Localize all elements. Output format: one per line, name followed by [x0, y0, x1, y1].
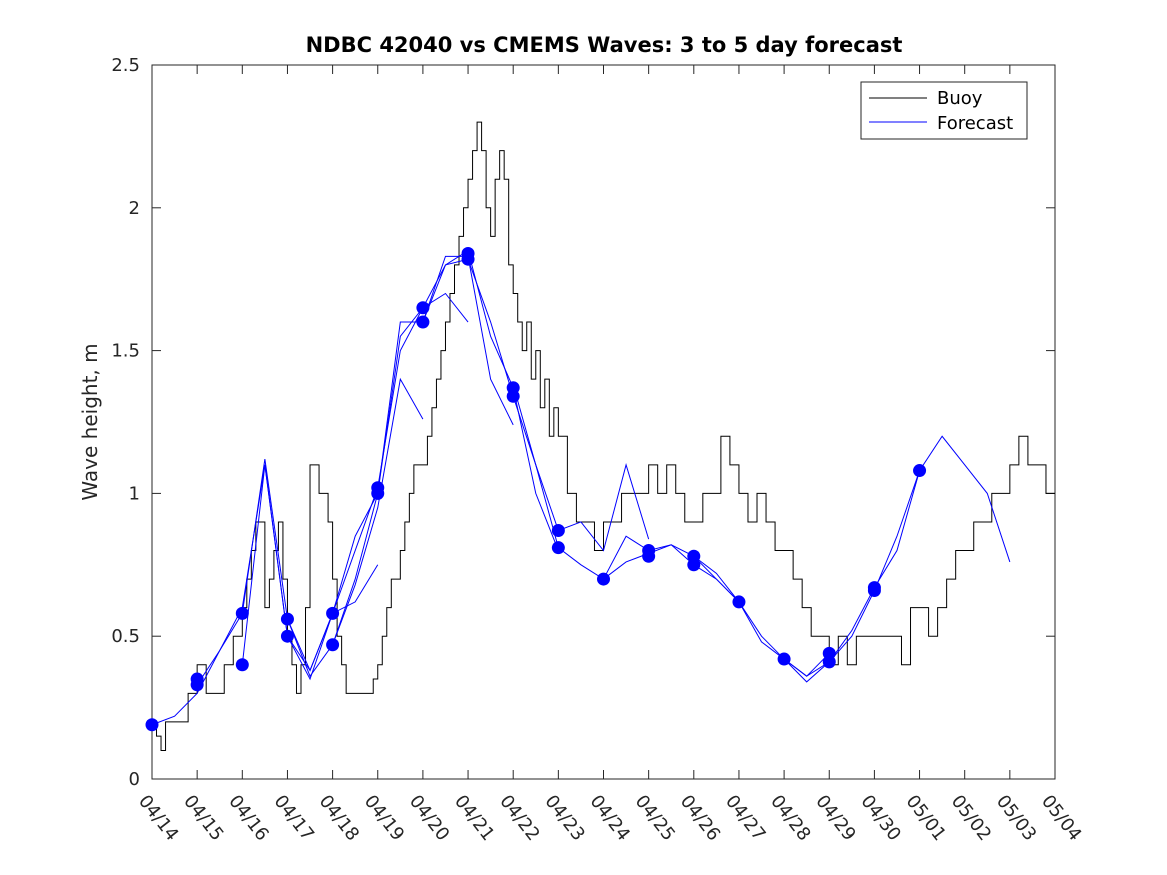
forecast-marker — [462, 247, 475, 260]
forecast-marker — [552, 524, 565, 537]
x-tick-label: 04/17 — [270, 791, 318, 845]
x-tick-label: 04/28 — [766, 791, 814, 845]
wave-height-chart: NDBC 42040 vs CMEMS Waves: 3 to 5 day fo… — [0, 0, 1167, 875]
x-tick-label: 04/27 — [721, 791, 769, 845]
forecast-marker — [281, 613, 294, 626]
forecast-marker — [913, 464, 926, 477]
x-tick-label: 04/30 — [856, 791, 904, 845]
x-tick-label: 04/25 — [631, 791, 679, 845]
legend: Buoy Forecast — [861, 82, 1027, 139]
x-tick-label: 04/24 — [586, 791, 634, 845]
y-tick-label: 0 — [129, 769, 140, 790]
x-tick-label: 05/01 — [902, 791, 950, 845]
y-tick-label: 0.5 — [111, 626, 140, 647]
forecast-marker — [732, 595, 745, 608]
x-tick-label: 05/03 — [992, 791, 1040, 845]
y-tick-label: 1 — [129, 483, 140, 504]
legend-forecast-label: Forecast — [937, 113, 1013, 134]
x-tick-label: 04/15 — [179, 791, 227, 845]
x-tick-label: 04/21 — [450, 791, 498, 845]
y-tick-label: 2.5 — [111, 55, 140, 76]
forecast-marker — [281, 630, 294, 643]
forecast-marker — [823, 647, 836, 660]
x-tick-label: 04/22 — [495, 791, 543, 845]
legend-buoy-label: Buoy — [937, 88, 983, 109]
forecast-marker — [416, 316, 429, 329]
forecast-marker — [642, 544, 655, 557]
forecast-marker — [326, 638, 339, 651]
forecast-marker — [597, 573, 610, 586]
chart-title: NDBC 42040 vs CMEMS Waves: 3 to 5 day fo… — [306, 33, 903, 57]
y-axis-label: Wave height, m — [78, 343, 102, 500]
forecast-marker — [326, 607, 339, 620]
x-tick-label: 05/04 — [1037, 791, 1085, 845]
y-tick-label: 2 — [129, 198, 140, 219]
forecast-marker — [146, 718, 159, 731]
forecast-marker — [371, 481, 384, 494]
x-tick-label: 04/16 — [224, 791, 272, 845]
forecast-marker — [552, 541, 565, 554]
forecast-marker — [236, 607, 249, 620]
x-tick-label: 04/26 — [676, 791, 724, 845]
forecast-marker — [507, 381, 520, 394]
x-tick-label: 04/23 — [540, 791, 588, 845]
x-tick-label: 04/14 — [134, 791, 182, 845]
x-tick-label: 04/18 — [315, 791, 363, 845]
forecast-marker — [236, 658, 249, 671]
y-tick-label: 1.5 — [111, 341, 140, 362]
x-tick-label: 05/02 — [947, 791, 995, 845]
forecast-marker — [687, 550, 700, 563]
x-tick-label: 04/29 — [811, 791, 859, 845]
plot-area: 04/1404/1504/1604/1704/1804/1904/2004/21… — [111, 55, 1085, 845]
x-tick-label: 04/20 — [405, 791, 453, 845]
axes-box — [152, 65, 1055, 779]
forecast-marker — [868, 581, 881, 594]
forecast-marker — [416, 301, 429, 314]
forecast-marker — [191, 673, 204, 686]
x-tick-label: 04/19 — [360, 791, 408, 845]
forecast-marker — [778, 653, 791, 666]
